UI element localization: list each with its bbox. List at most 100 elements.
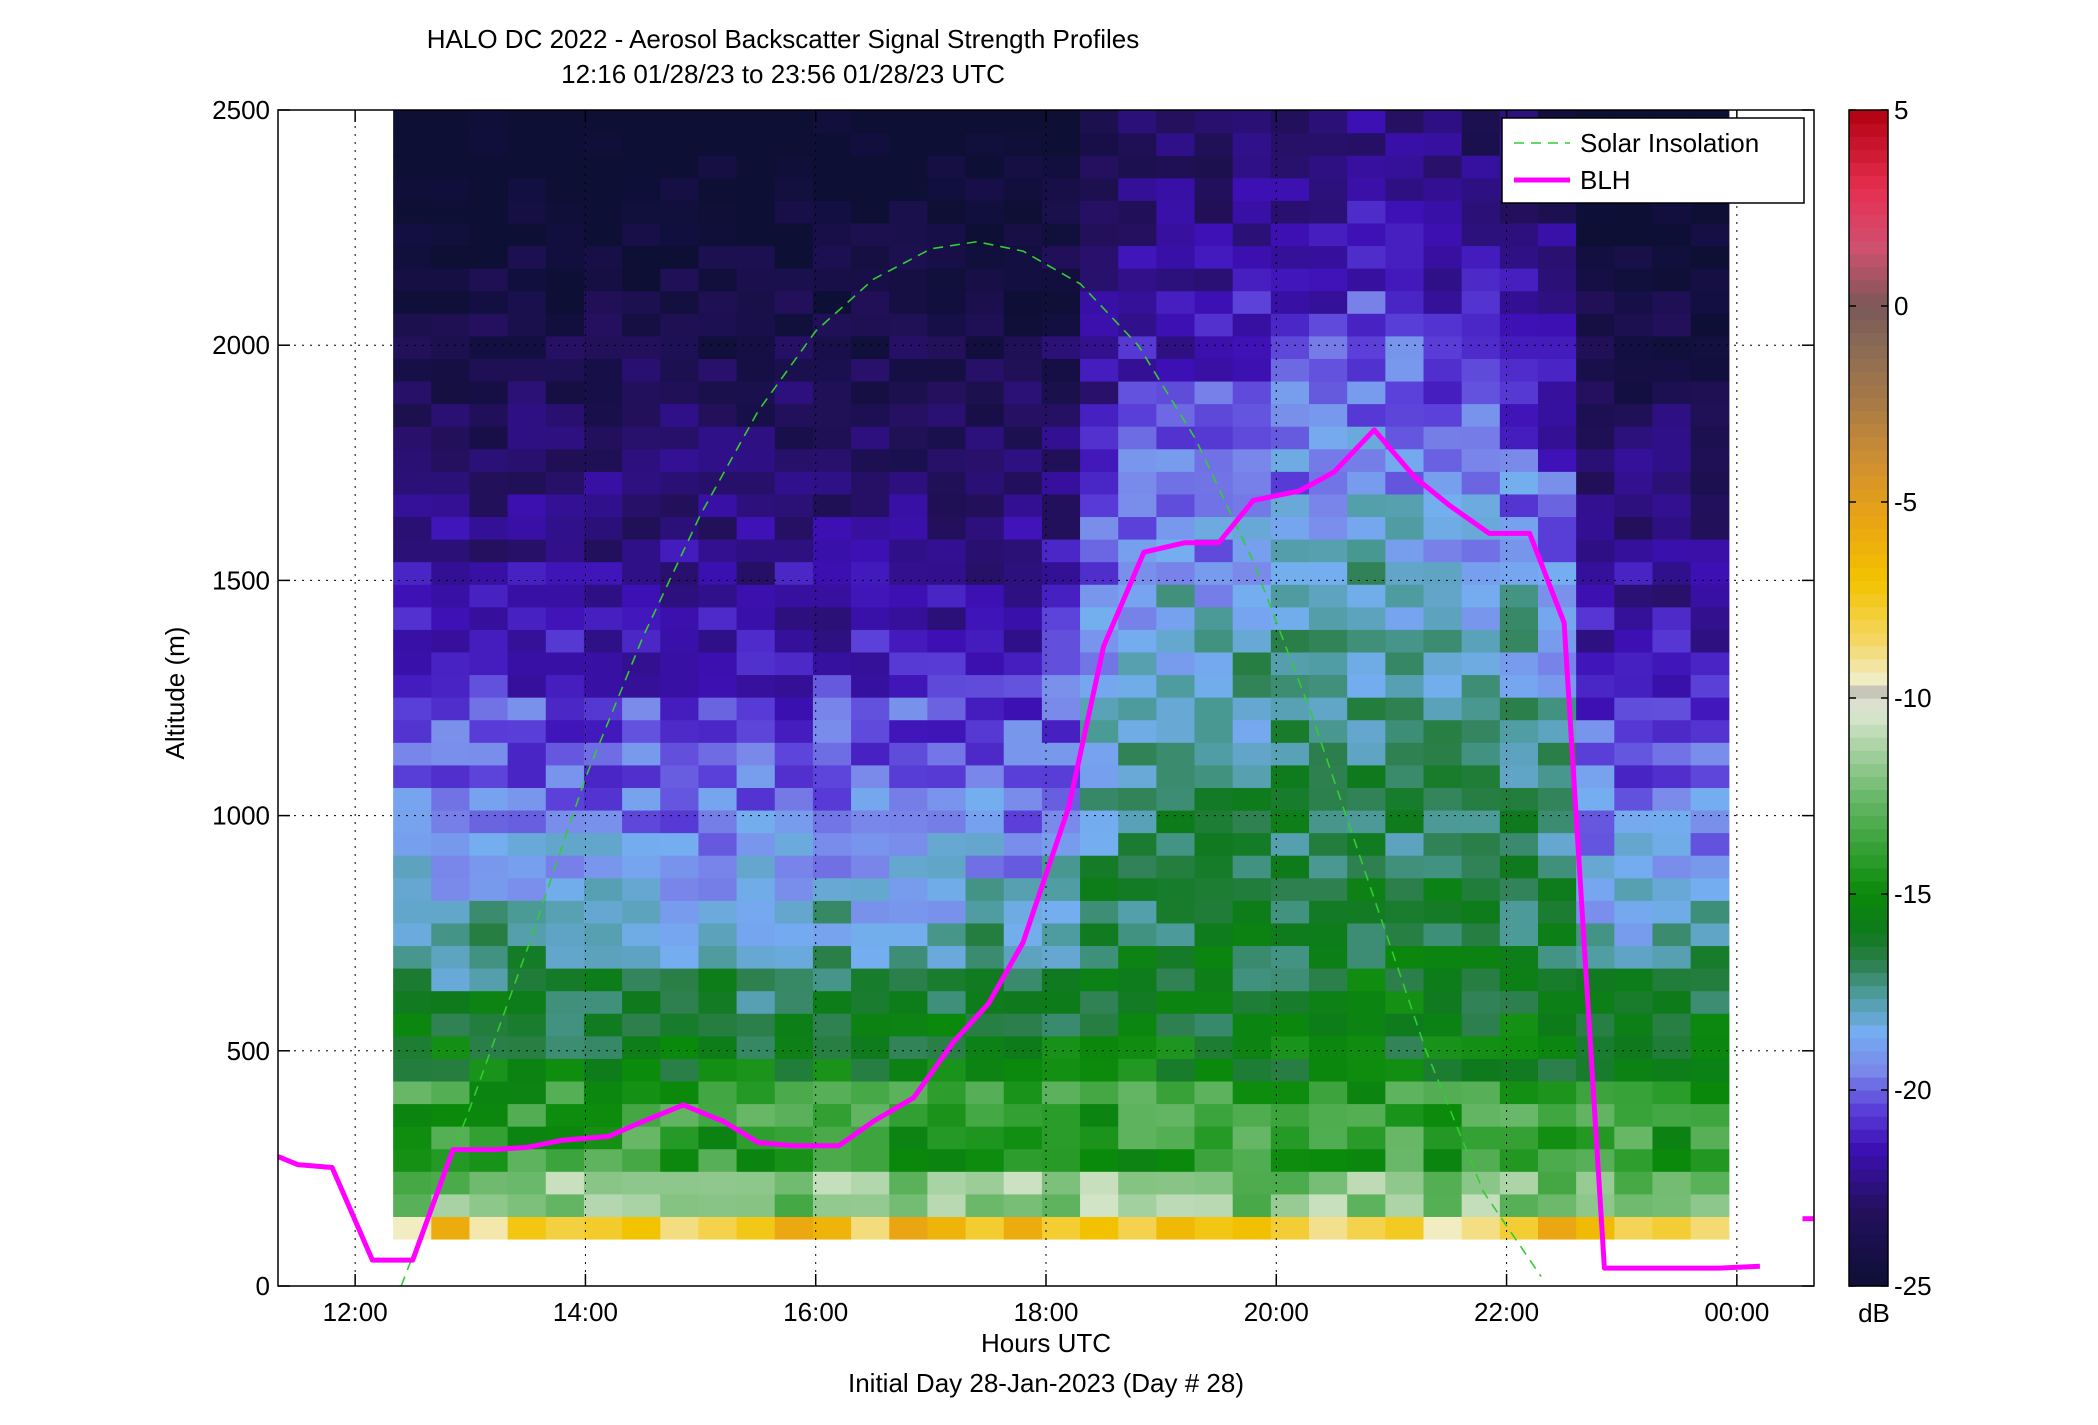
colorbar-cell [1849, 632, 1888, 647]
heatmap-cell [1194, 155, 1234, 179]
heatmap-cell [1080, 1148, 1119, 1172]
heatmap-cell [1385, 177, 1425, 201]
heatmap-cell [583, 809, 623, 834]
heatmap-cell [698, 968, 738, 992]
heatmap-cell [1614, 742, 1654, 766]
heatmap-cell [851, 1103, 890, 1127]
blh-line [277, 427, 1761, 1271]
heatmap-cell [1194, 380, 1234, 405]
heatmap-cell [1461, 132, 1501, 156]
heatmap-cell [1614, 1126, 1654, 1150]
heatmap-cell [507, 110, 547, 134]
colorbar-cell [1849, 345, 1888, 359]
heatmap-cell [774, 809, 814, 834]
heatmap-cell [1347, 268, 1386, 292]
heatmap-cell [1385, 697, 1425, 721]
heatmap-cell [1003, 1148, 1043, 1172]
heatmap-cell [1461, 1080, 1501, 1105]
heatmap-cell [1118, 1193, 1157, 1217]
heatmap-cell [927, 584, 967, 608]
legend-solar-label: Solar Insolation [1580, 128, 1759, 158]
heatmap-cell [1461, 313, 1501, 337]
heatmap-cell [393, 539, 432, 563]
heatmap-cell [1347, 177, 1386, 201]
heatmap-cell [927, 629, 967, 653]
heatmap-cell [431, 855, 471, 879]
heatmap-cell [622, 245, 661, 269]
heatmap-cell [660, 380, 700, 405]
heatmap-cell [1347, 539, 1386, 563]
heatmap-cell [1347, 719, 1386, 743]
heatmap-cell [1537, 787, 1577, 811]
heatmap-cell [774, 764, 814, 788]
heatmap-cell [965, 177, 1005, 201]
heatmap-cell [736, 719, 776, 743]
heatmap-cell [965, 945, 1005, 969]
heatmap-cell [736, 787, 776, 811]
heatmap-cell [1614, 222, 1654, 247]
heatmap-cell [1614, 516, 1654, 540]
heatmap-cell [660, 1013, 700, 1037]
colorbar-cell [1849, 502, 1888, 516]
heatmap-cell [1156, 1148, 1196, 1172]
heatmap-cell [507, 697, 547, 721]
heatmap-cell [1690, 403, 1730, 427]
heatmap-cell [1041, 493, 1081, 518]
heatmap-cell [1194, 674, 1234, 698]
heatmap-cell [889, 1013, 928, 1037]
heatmap-cell [1232, 719, 1272, 743]
heatmap-cell [1537, 922, 1577, 947]
heatmap-cell [851, 855, 890, 879]
heatmap-cell [1423, 222, 1463, 247]
heatmap-cell [1652, 809, 1692, 834]
heatmap-cell [622, 1103, 661, 1127]
heatmap-cell [889, 764, 928, 788]
heatmap-cell [660, 110, 700, 134]
heatmap-cell [583, 290, 623, 314]
heatmap-cell [1003, 200, 1043, 224]
heatmap-cell [1080, 1103, 1119, 1127]
heatmap-cell [1156, 177, 1196, 201]
heatmap-cell [1576, 539, 1615, 563]
heatmap-cell [393, 855, 432, 879]
heatmap-cell [736, 132, 776, 156]
x-tick-label: 12:00 [323, 1297, 388, 1327]
heatmap-cell [1309, 539, 1348, 563]
heatmap-cell [1576, 200, 1615, 224]
heatmap-cell [1652, 968, 1692, 992]
heatmap-cell [851, 764, 890, 788]
heatmap-cell [1156, 674, 1196, 698]
heatmap-cell [507, 1058, 547, 1082]
heatmap-cell [469, 1058, 509, 1082]
heatmap-cell [1080, 990, 1119, 1014]
heatmap-cell [927, 313, 967, 337]
heatmap-cell [889, 245, 928, 269]
heatmap-cell [698, 155, 738, 179]
heatmap-cell [1194, 809, 1234, 834]
heatmap-cell [469, 290, 509, 314]
heatmap-cell [431, 1058, 471, 1082]
heatmap-cell [812, 1103, 852, 1127]
heatmap-cell [545, 990, 585, 1014]
heatmap-cell [1576, 629, 1615, 653]
heatmap-cell [1385, 380, 1425, 405]
heatmap-cell [1499, 1103, 1539, 1127]
heatmap-cell [851, 493, 890, 518]
heatmap-cell [1309, 1216, 1348, 1240]
heatmap-cell [1690, 290, 1730, 314]
heatmap-cell [1232, 177, 1272, 201]
heatmap-cell [507, 877, 547, 901]
heatmap-cell [1041, 606, 1081, 630]
heatmap-cell [660, 742, 700, 766]
heatmap-cell [1423, 132, 1463, 156]
heatmap-cell [1232, 448, 1272, 472]
heatmap-cell [774, 132, 814, 156]
heatmap-cell [851, 742, 890, 766]
heatmap-cell [698, 832, 738, 856]
heatmap-cell [660, 177, 700, 201]
heatmap-cell [1576, 787, 1615, 811]
heatmap-cell [469, 1013, 509, 1037]
heatmap-cell [1118, 403, 1157, 427]
heatmap-cell [1690, 651, 1730, 676]
heatmap-cell [1423, 1080, 1463, 1105]
